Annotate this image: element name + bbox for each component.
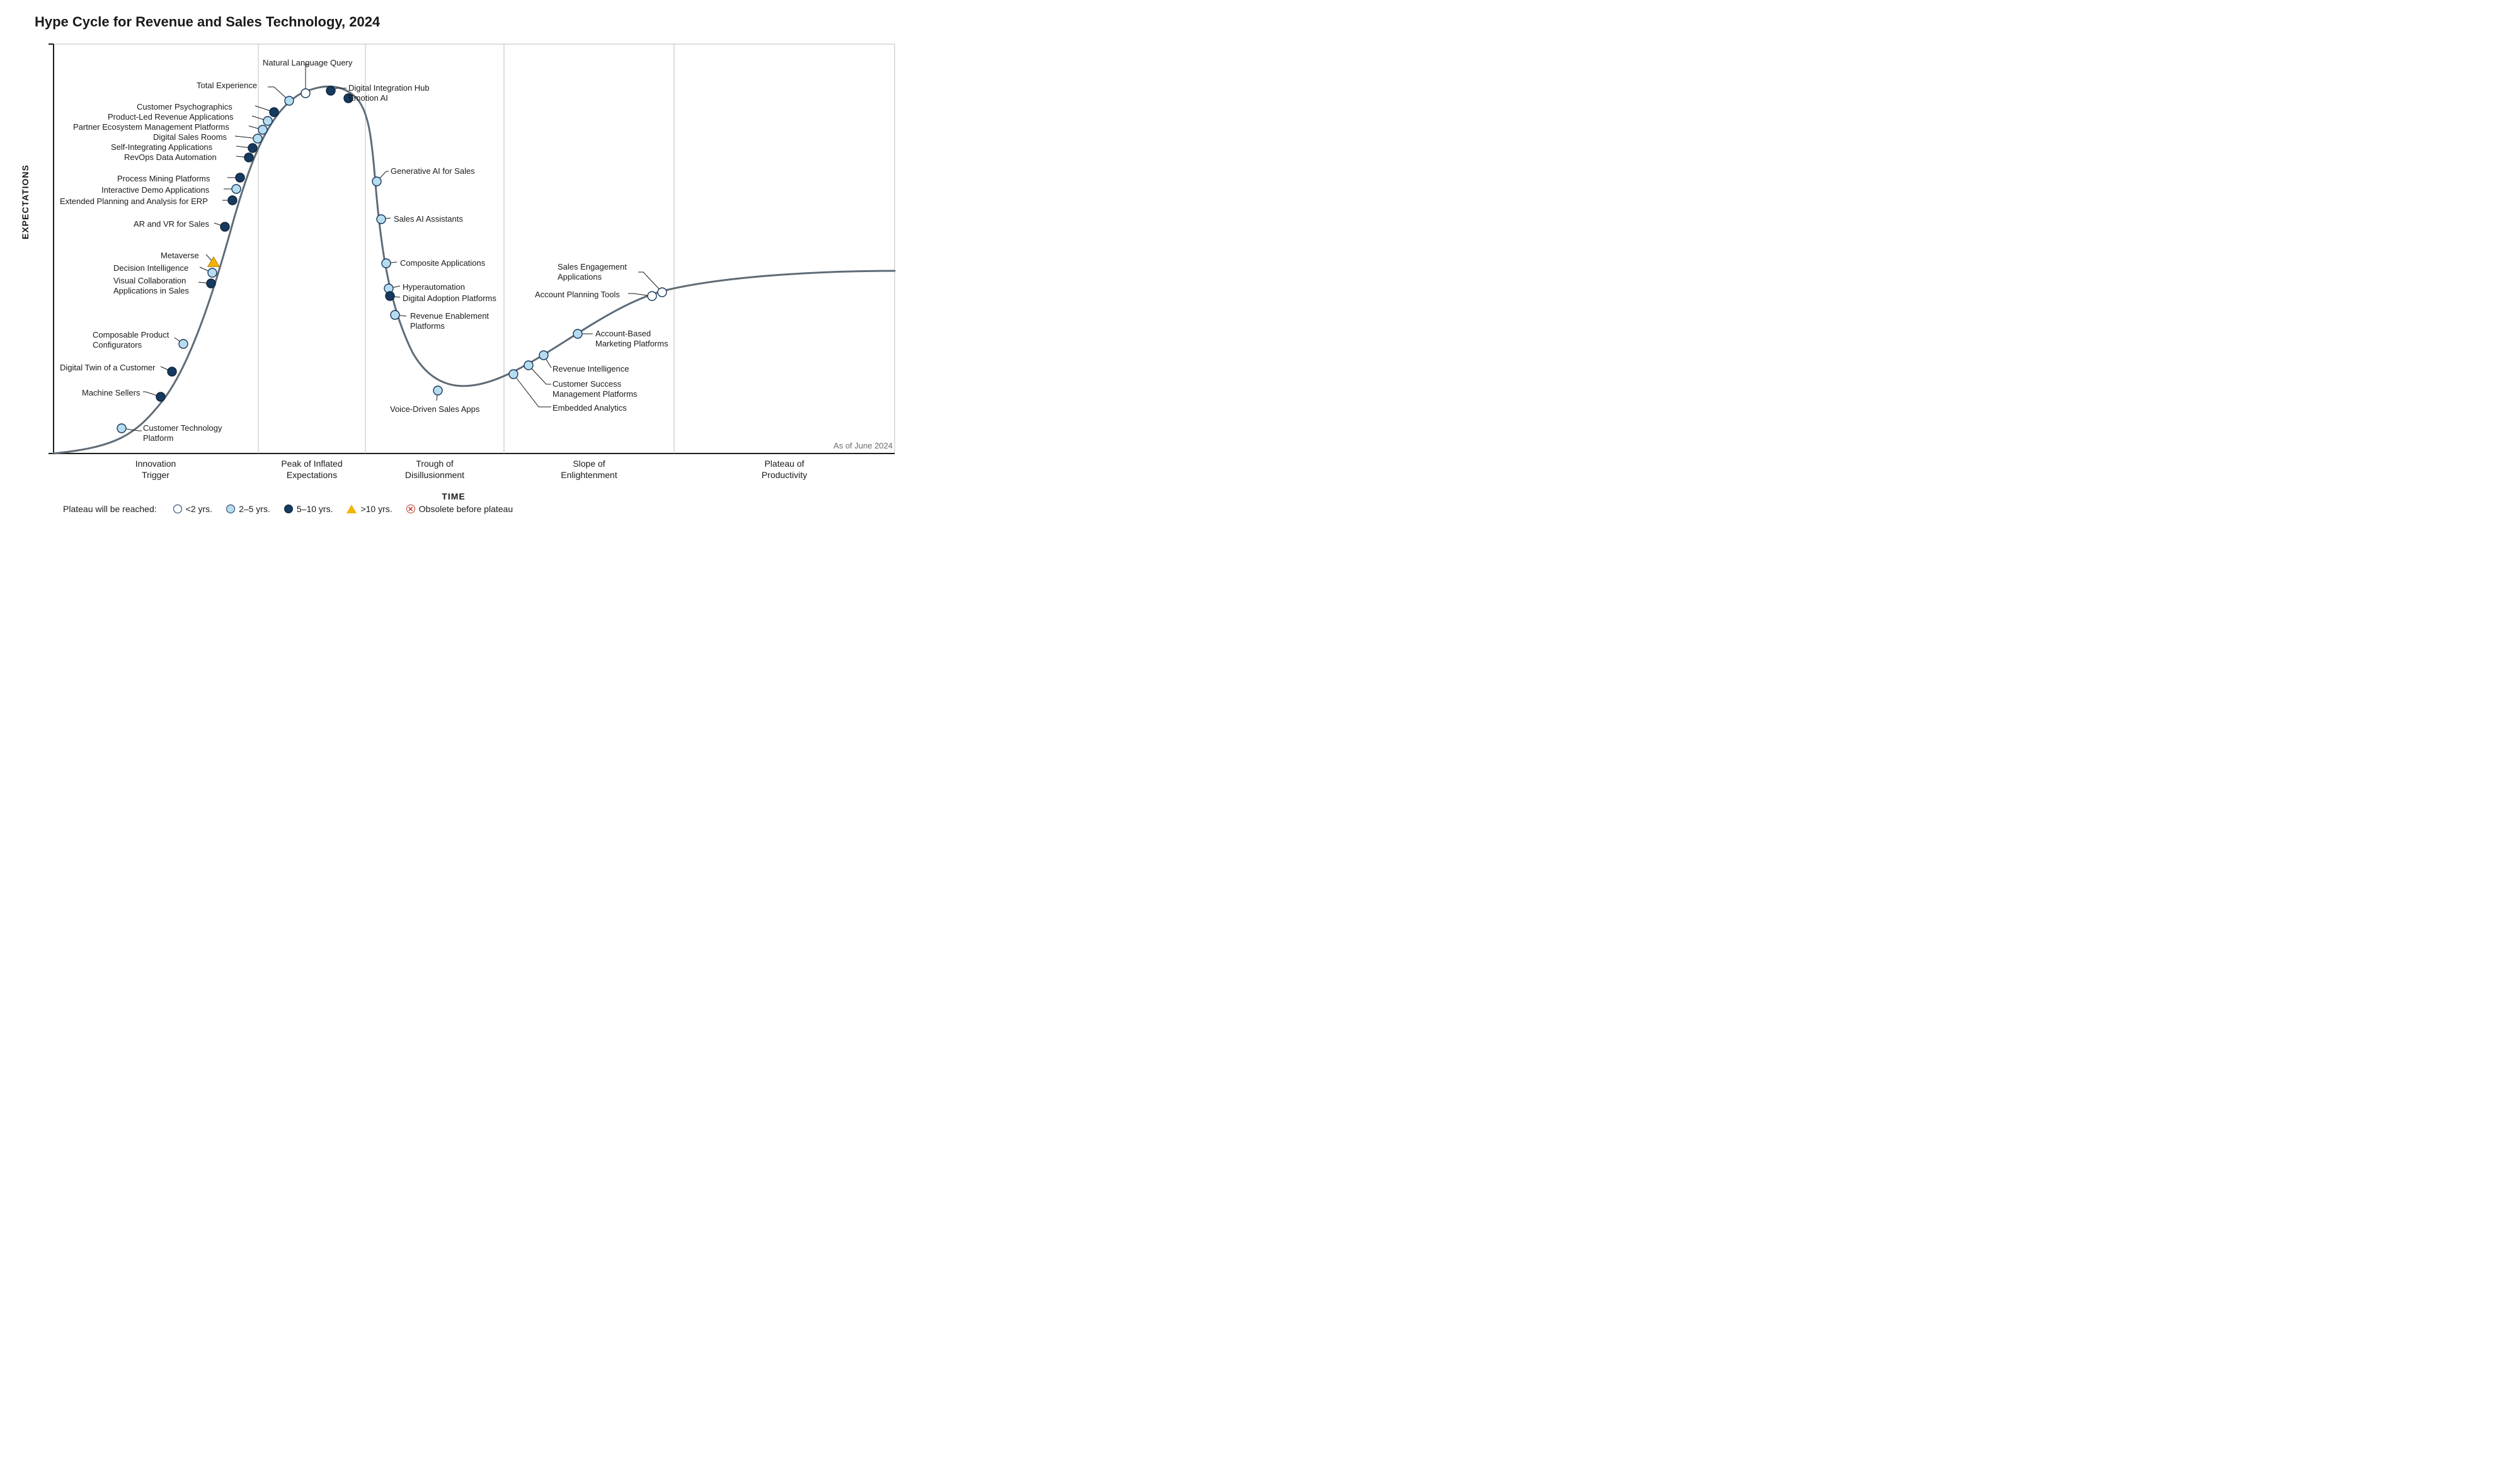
- as-of-label: As of June 2024: [833, 441, 893, 450]
- legend-item: ✕ Obsolete before plateau: [406, 504, 513, 514]
- legend-item: 2–5 yrs.: [226, 504, 270, 514]
- tech-label: Machine Sellers: [82, 388, 140, 398]
- tech-label: Digital Adoption Platforms: [403, 294, 496, 304]
- phase-label: Trough of Disillusionment: [384, 459, 485, 481]
- legend-item: <2 yrs.: [173, 504, 212, 514]
- legend-lead: Plateau will be reached:: [63, 504, 157, 514]
- tech-label: Interactive Demo Applications: [101, 185, 209, 195]
- legend-text: <2 yrs.: [186, 504, 212, 514]
- tech-label: RevOps Data Automation: [124, 152, 217, 163]
- phase-label: Peak of Inflated Expectations: [261, 459, 362, 481]
- tech-label: Hyperautomation: [403, 282, 465, 292]
- tech-label: Revenue Enablement Platforms: [410, 311, 489, 331]
- legend-swatch: [173, 505, 182, 513]
- tech-label: Customer Psychographics: [137, 102, 232, 112]
- hype-cycle-chart: Hype Cycle for Revenue and Sales Technol…: [0, 0, 907, 526]
- tech-label: Generative AI for Sales: [391, 166, 475, 176]
- legend-text: 5–10 yrs.: [297, 504, 333, 514]
- tech-label: Embedded Analytics: [553, 403, 627, 413]
- tech-label: Account Planning Tools: [535, 290, 620, 300]
- legend-item: >10 yrs.: [346, 504, 392, 514]
- tech-label: Digital Twin of a Customer: [60, 363, 156, 373]
- legend-swatch: [284, 505, 293, 513]
- phase-label: Innovation Trigger: [105, 459, 206, 481]
- tech-label: Voice-Driven Sales Apps: [390, 404, 479, 414]
- tech-label: Metaverse: [161, 251, 199, 261]
- tech-label: Customer Technology Platform: [143, 423, 222, 443]
- tech-label: Partner Ecosystem Management Platforms: [73, 122, 229, 132]
- legend-swatch: ✕: [406, 505, 415, 513]
- tech-label: Sales AI Assistants: [394, 214, 463, 224]
- tech-label: Self-Integrating Applications: [111, 142, 212, 152]
- legend: Plateau will be reached: <2 yrs. 2–5 yrs…: [63, 504, 513, 514]
- tech-label: Total Experience: [197, 81, 257, 91]
- legend-text: Obsolete before plateau: [419, 504, 513, 514]
- tech-label: Product-Led Revenue Applications: [108, 112, 233, 122]
- tech-label: Emotion AI: [348, 93, 388, 103]
- tech-label: Visual Collaboration Applications in Sal…: [113, 276, 189, 295]
- tech-label: Natural Language Query: [263, 58, 352, 68]
- tech-label: Customer Success Management Platforms: [553, 379, 637, 399]
- legend-text: 2–5 yrs.: [239, 504, 270, 514]
- chart-title: Hype Cycle for Revenue and Sales Technol…: [35, 14, 380, 30]
- tech-label: Revenue Intelligence: [553, 364, 629, 374]
- legend-swatch: [226, 505, 235, 513]
- y-axis-label: EXPECTATIONS: [20, 164, 30, 239]
- chart-area: Innovation Trigger Peak of Inflated Expec…: [35, 38, 898, 479]
- tech-label: Composable Product Configurators: [93, 330, 169, 350]
- tech-label: Account-Based Marketing Platforms: [595, 329, 668, 348]
- tech-label: Digital Integration Hub: [348, 83, 430, 93]
- tech-label: AR and VR for Sales: [134, 219, 209, 229]
- tech-label: Composite Applications: [400, 258, 485, 268]
- legend-item: 5–10 yrs.: [284, 504, 333, 514]
- phase-label: Plateau of Productivity: [734, 459, 835, 481]
- tech-label: Decision Intelligence: [113, 263, 188, 273]
- tech-label: Process Mining Platforms: [117, 174, 210, 184]
- phase-label: Slope of Enlightenment: [539, 459, 639, 481]
- tech-label: Sales Engagement Applications: [558, 262, 627, 282]
- legend-text: >10 yrs.: [360, 504, 392, 514]
- tech-label: Digital Sales Rooms: [153, 132, 227, 142]
- legend-swatch: [346, 505, 357, 513]
- tech-label: Extended Planning and Analysis for ERP: [60, 197, 208, 207]
